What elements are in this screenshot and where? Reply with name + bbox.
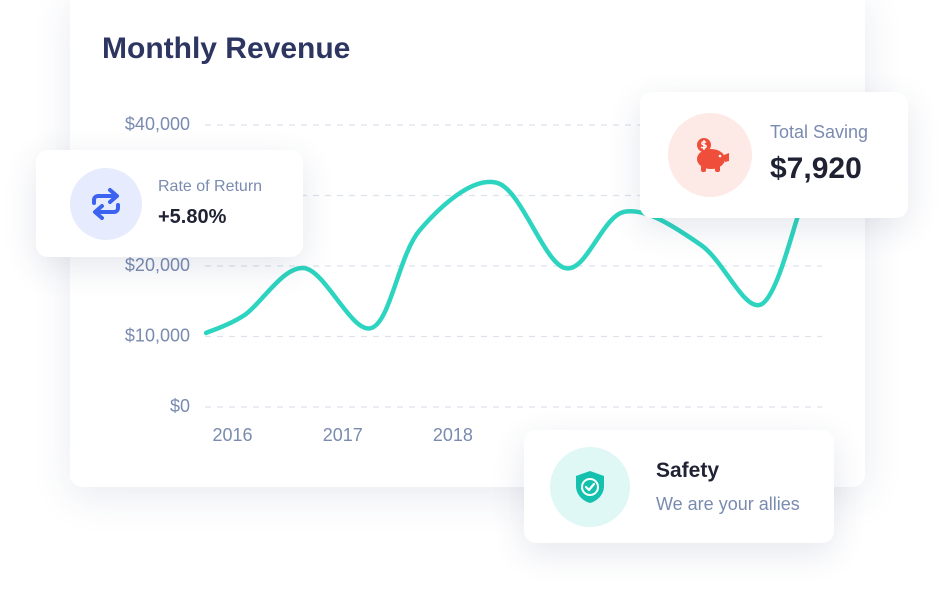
rate-label: Rate of Return: [158, 178, 263, 195]
swap-icon: [92, 188, 120, 220]
revenue-line: [203, 179, 803, 336]
rate-value: +5.80%: [158, 206, 227, 228]
y-tick-label: $10,000: [125, 325, 190, 345]
saving-icon: [668, 113, 752, 197]
safety-icon: [550, 447, 630, 527]
shield-icon: [576, 471, 604, 503]
y-tick-label: $40,000: [125, 114, 190, 134]
safety-subtitle: We are your allies: [656, 494, 800, 514]
saving-card: Total Saving $7,920: [640, 92, 908, 218]
y-tick-label: $20,000: [125, 255, 190, 275]
x-tick-label: 2016: [213, 425, 253, 445]
safety-title: Safety: [656, 459, 720, 482]
rate-icon: [70, 168, 142, 240]
piggy-icon: [697, 138, 729, 172]
y-tick-label: $0: [170, 396, 190, 416]
rate-card: Rate of Return +5.80%: [36, 150, 303, 257]
chart-title: Monthly Revenue: [102, 32, 350, 65]
saving-value: $7,920: [770, 152, 862, 185]
x-tick-label: 2018: [433, 425, 473, 445]
safety-card: Safety We are your allies: [524, 430, 834, 543]
saving-label: Total Saving: [770, 122, 869, 142]
x-tick-label: 2017: [323, 425, 363, 445]
